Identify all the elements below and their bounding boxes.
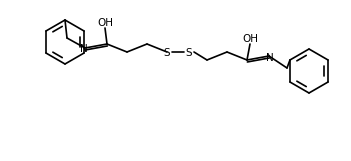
Text: S: S xyxy=(164,48,170,58)
Text: OH: OH xyxy=(242,34,258,44)
Text: N: N xyxy=(266,53,274,63)
Text: S: S xyxy=(186,48,192,58)
Text: N: N xyxy=(80,44,88,54)
Text: OH: OH xyxy=(97,18,113,28)
